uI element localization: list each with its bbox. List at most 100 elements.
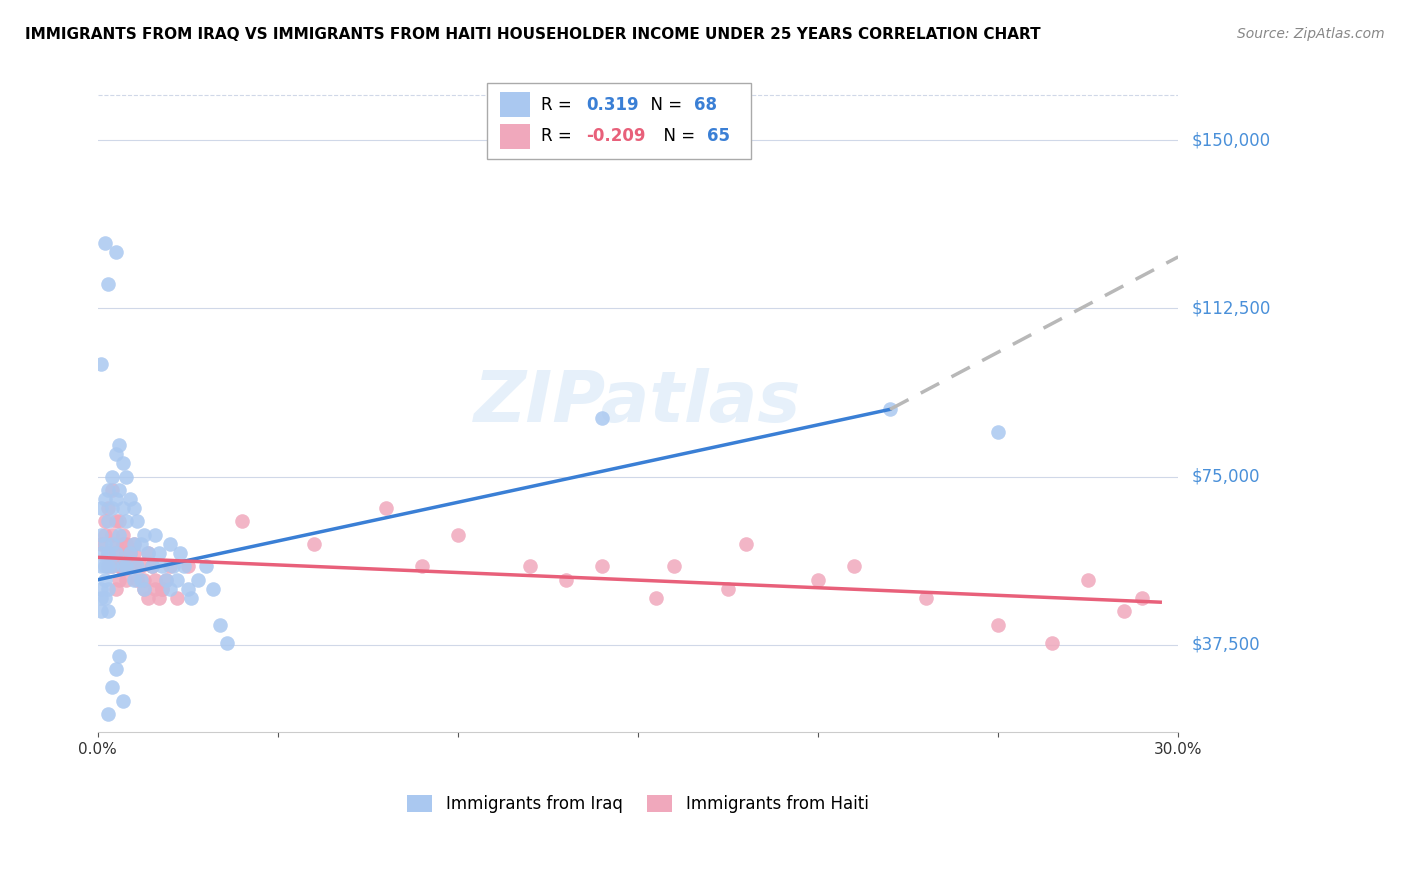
Point — [591, 411, 613, 425]
Text: 68: 68 — [695, 95, 717, 113]
Point — [104, 546, 127, 560]
Point — [90, 582, 112, 596]
Point — [97, 707, 120, 722]
Point — [141, 559, 163, 574]
Text: R =: R = — [541, 95, 576, 113]
Point — [134, 582, 156, 596]
Point — [122, 546, 145, 560]
Point — [97, 277, 120, 291]
Point — [194, 559, 217, 574]
Point — [90, 537, 112, 551]
Point — [90, 501, 112, 516]
Point — [120, 559, 142, 574]
Point — [94, 491, 117, 506]
Point — [101, 528, 124, 542]
Point — [122, 501, 145, 516]
Point — [104, 447, 127, 461]
Point — [120, 546, 142, 560]
Text: 65: 65 — [707, 128, 730, 145]
Point — [136, 546, 159, 560]
Point — [111, 694, 134, 708]
Point — [143, 573, 166, 587]
Point — [717, 582, 740, 596]
Point — [148, 591, 170, 605]
Point — [104, 582, 127, 596]
Point — [104, 663, 127, 677]
Point — [94, 591, 117, 605]
Point — [134, 528, 156, 542]
Point — [807, 573, 830, 587]
Point — [129, 537, 152, 551]
Text: $150,000: $150,000 — [1192, 131, 1271, 149]
Point — [411, 559, 433, 574]
Point — [645, 591, 668, 605]
Point — [159, 537, 181, 551]
Point — [842, 559, 865, 574]
Text: IMMIGRANTS FROM IRAQ VS IMMIGRANTS FROM HAITI HOUSEHOLDER INCOME UNDER 25 YEARS : IMMIGRANTS FROM IRAQ VS IMMIGRANTS FROM … — [25, 27, 1040, 42]
Point — [152, 559, 174, 574]
Point — [94, 515, 117, 529]
Point — [155, 573, 177, 587]
Point — [115, 573, 138, 587]
Point — [447, 528, 470, 542]
Point — [122, 537, 145, 551]
Point — [159, 582, 181, 596]
Text: Source: ZipAtlas.com: Source: ZipAtlas.com — [1237, 27, 1385, 41]
Point — [115, 515, 138, 529]
Text: R =: R = — [541, 128, 576, 145]
Point — [115, 537, 138, 551]
Point — [101, 501, 124, 516]
Point — [127, 573, 149, 587]
Point — [134, 582, 156, 596]
Point — [108, 515, 131, 529]
Point — [115, 469, 138, 483]
Point — [104, 245, 127, 260]
Point — [90, 604, 112, 618]
Point — [127, 515, 149, 529]
Point — [101, 559, 124, 574]
Point — [104, 546, 127, 560]
Point — [159, 559, 181, 574]
Point — [148, 546, 170, 560]
Point — [90, 559, 112, 574]
Point — [97, 483, 120, 497]
Point — [111, 456, 134, 470]
Point — [166, 591, 188, 605]
Point — [173, 559, 195, 574]
Point — [915, 591, 938, 605]
Point — [201, 582, 224, 596]
Point — [134, 573, 156, 587]
FancyBboxPatch shape — [499, 92, 530, 117]
Point — [94, 528, 117, 542]
Point — [155, 573, 177, 587]
Text: N =: N = — [640, 95, 688, 113]
Point — [111, 528, 134, 542]
FancyBboxPatch shape — [486, 83, 751, 159]
Text: N =: N = — [652, 128, 700, 145]
Point — [94, 236, 117, 251]
Point — [104, 515, 127, 529]
Point — [94, 537, 117, 551]
Text: $75,000: $75,000 — [1192, 467, 1261, 485]
Point — [231, 515, 253, 529]
Point — [162, 559, 184, 574]
Point — [108, 648, 131, 663]
Point — [108, 559, 131, 574]
Point — [169, 546, 191, 560]
Point — [1114, 604, 1136, 618]
Point — [120, 491, 142, 506]
Point — [94, 573, 117, 587]
Point — [111, 501, 134, 516]
Point — [111, 559, 134, 574]
Point — [122, 537, 145, 551]
Point — [97, 546, 120, 560]
Point — [129, 573, 152, 587]
Point — [180, 591, 202, 605]
Point — [108, 528, 131, 542]
Point — [97, 559, 120, 574]
Point — [111, 559, 134, 574]
Point — [152, 582, 174, 596]
Point — [209, 617, 232, 632]
Point — [101, 537, 124, 551]
Point — [90, 591, 112, 605]
